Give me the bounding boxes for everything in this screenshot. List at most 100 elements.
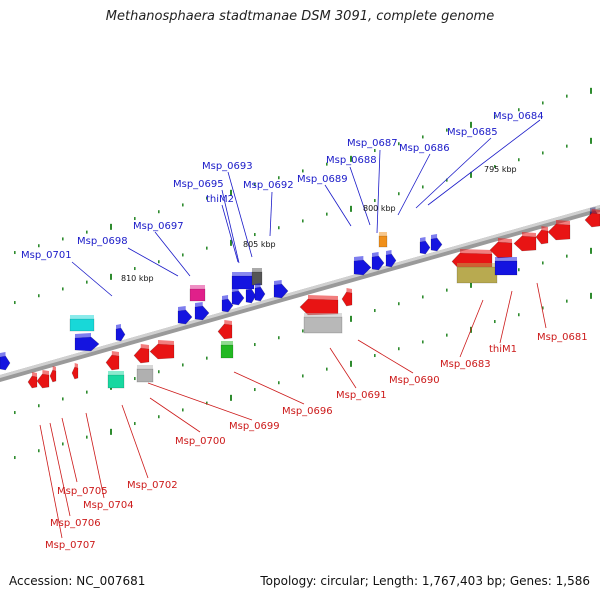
leader-line xyxy=(459,299,484,358)
tick-mark xyxy=(494,320,496,324)
gene-arrow xyxy=(489,238,513,259)
tick-mark xyxy=(374,199,376,203)
leader-line xyxy=(121,404,149,479)
gene-label-msp0698[interactable]: Msp_0698 xyxy=(77,236,128,247)
gene-label-msp0701[interactable]: Msp_0701 xyxy=(21,250,72,261)
tick-mark xyxy=(470,121,472,128)
tick-mark xyxy=(278,226,280,230)
tick-mark xyxy=(158,260,160,264)
gene-arrow xyxy=(273,280,289,299)
gene-label-thim2[interactable]: thiM2 xyxy=(206,194,234,205)
gene-label-msp0695[interactable]: Msp_0695 xyxy=(173,179,224,190)
tick-mark xyxy=(230,394,232,401)
tick-mark xyxy=(326,162,328,166)
tick-mark xyxy=(230,189,232,196)
gene-arrow xyxy=(299,295,339,316)
tick-mark xyxy=(398,347,400,351)
gene-label-msp0684[interactable]: Msp_0684 xyxy=(493,111,544,122)
tick-mark xyxy=(38,294,40,298)
gene-features xyxy=(0,207,600,389)
gene-label-msp0683[interactable]: Msp_0683 xyxy=(440,359,491,370)
accession-text: Accession: NC_007681 xyxy=(9,574,146,588)
tick-mark xyxy=(182,408,184,412)
tick-mark xyxy=(62,237,64,241)
leader-line xyxy=(324,184,352,227)
gene-label-msp0707[interactable]: Msp_0707 xyxy=(45,540,96,551)
gene-label-msp0691[interactable]: Msp_0691 xyxy=(336,390,387,401)
tick-mark xyxy=(110,273,112,280)
gene-label-msp0685[interactable]: Msp_0685 xyxy=(447,127,498,138)
leader-line xyxy=(154,231,191,277)
leader-line xyxy=(427,119,541,206)
leader-line xyxy=(376,149,381,234)
gene-label-msp0693[interactable]: Msp_0693 xyxy=(202,161,253,172)
tick-mark xyxy=(134,217,136,221)
tick-mark xyxy=(470,171,472,178)
leader-line xyxy=(71,261,113,297)
tick-mark xyxy=(278,336,280,340)
tick-mark xyxy=(542,306,544,310)
gene-label-thim1[interactable]: thiM1 xyxy=(489,344,517,355)
tick-mark xyxy=(14,456,16,460)
gene-label-msp0700[interactable]: Msp_0700 xyxy=(175,436,226,447)
tick-mark xyxy=(254,388,256,392)
tick-mark xyxy=(134,377,136,381)
minus-strand-labels: Msp_0681 thiM1 Msp_0683 Msp_0690 Msp_069… xyxy=(45,332,588,551)
gene-label-msp0702[interactable]: Msp_0702 xyxy=(127,480,178,491)
gene-label-msp0704[interactable]: Msp_0704 xyxy=(83,500,134,511)
gene-arrow xyxy=(71,363,79,380)
leader-line xyxy=(536,282,547,329)
tick-mark xyxy=(86,435,88,439)
tick-mark xyxy=(110,428,112,435)
gene-label-msp0681[interactable]: Msp_0681 xyxy=(537,332,588,343)
genome-summary-text: Topology: circular; Length: 1,767,403 bp… xyxy=(260,574,590,588)
gene-label-msp0696[interactable]: Msp_0696 xyxy=(282,406,333,417)
gene-label-msp0705[interactable]: Msp_0705 xyxy=(57,486,108,497)
gene-arrow xyxy=(0,352,11,371)
gene-arrow xyxy=(371,252,385,271)
gene-label-msp0699[interactable]: Msp_0699 xyxy=(229,421,280,432)
scale-label-795: 795 kbp xyxy=(484,165,517,174)
tick-mark xyxy=(182,363,184,367)
tick-mark xyxy=(62,397,64,401)
gene-box xyxy=(189,285,206,302)
tick-mark xyxy=(566,144,568,148)
tick-mark xyxy=(182,203,184,207)
gene-arrow xyxy=(49,366,57,383)
gene-arrow xyxy=(547,220,571,241)
leader-line xyxy=(39,424,63,539)
gene-label-msp0688[interactable]: Msp_0688 xyxy=(326,155,377,166)
gene-box xyxy=(494,257,518,276)
gene-arrow xyxy=(133,344,150,364)
tick-mark xyxy=(494,165,496,169)
tick-mark xyxy=(302,219,304,223)
tick-mark xyxy=(590,292,592,299)
gene-label-msp0687[interactable]: Msp_0687 xyxy=(347,138,398,149)
gene-label-msp0706[interactable]: Msp_0706 xyxy=(50,518,101,529)
tick-mark xyxy=(350,155,352,162)
leader-line xyxy=(269,191,273,237)
leader-line xyxy=(233,371,305,405)
map-title: Methanosphaera stadtmanae DSM 3091, comp… xyxy=(105,9,495,24)
tick-mark xyxy=(422,135,424,139)
tick-mark xyxy=(38,404,40,408)
tick-mark xyxy=(566,94,568,98)
tick-mark xyxy=(206,246,208,250)
tick-mark xyxy=(398,192,400,196)
tick-mark xyxy=(374,149,376,153)
gene-label-msp0686[interactable]: Msp_0686 xyxy=(399,143,450,154)
gene-arrow xyxy=(74,333,100,352)
gene-label-msp0692[interactable]: Msp_0692 xyxy=(243,180,294,191)
leader-line xyxy=(349,166,371,226)
gene-arrow xyxy=(430,234,443,252)
tick-mark xyxy=(446,333,448,337)
tick-mark xyxy=(302,169,304,173)
gene-label-msp0690[interactable]: Msp_0690 xyxy=(389,375,440,386)
tick-mark xyxy=(470,281,472,288)
tick-mark xyxy=(590,87,592,94)
tick-mark xyxy=(182,253,184,257)
tick-mark xyxy=(302,374,304,378)
leader-line xyxy=(85,412,105,499)
gene-label-msp0689[interactable]: Msp_0689 xyxy=(297,174,348,185)
gene-label-msp0697[interactable]: Msp_0697 xyxy=(133,221,184,232)
